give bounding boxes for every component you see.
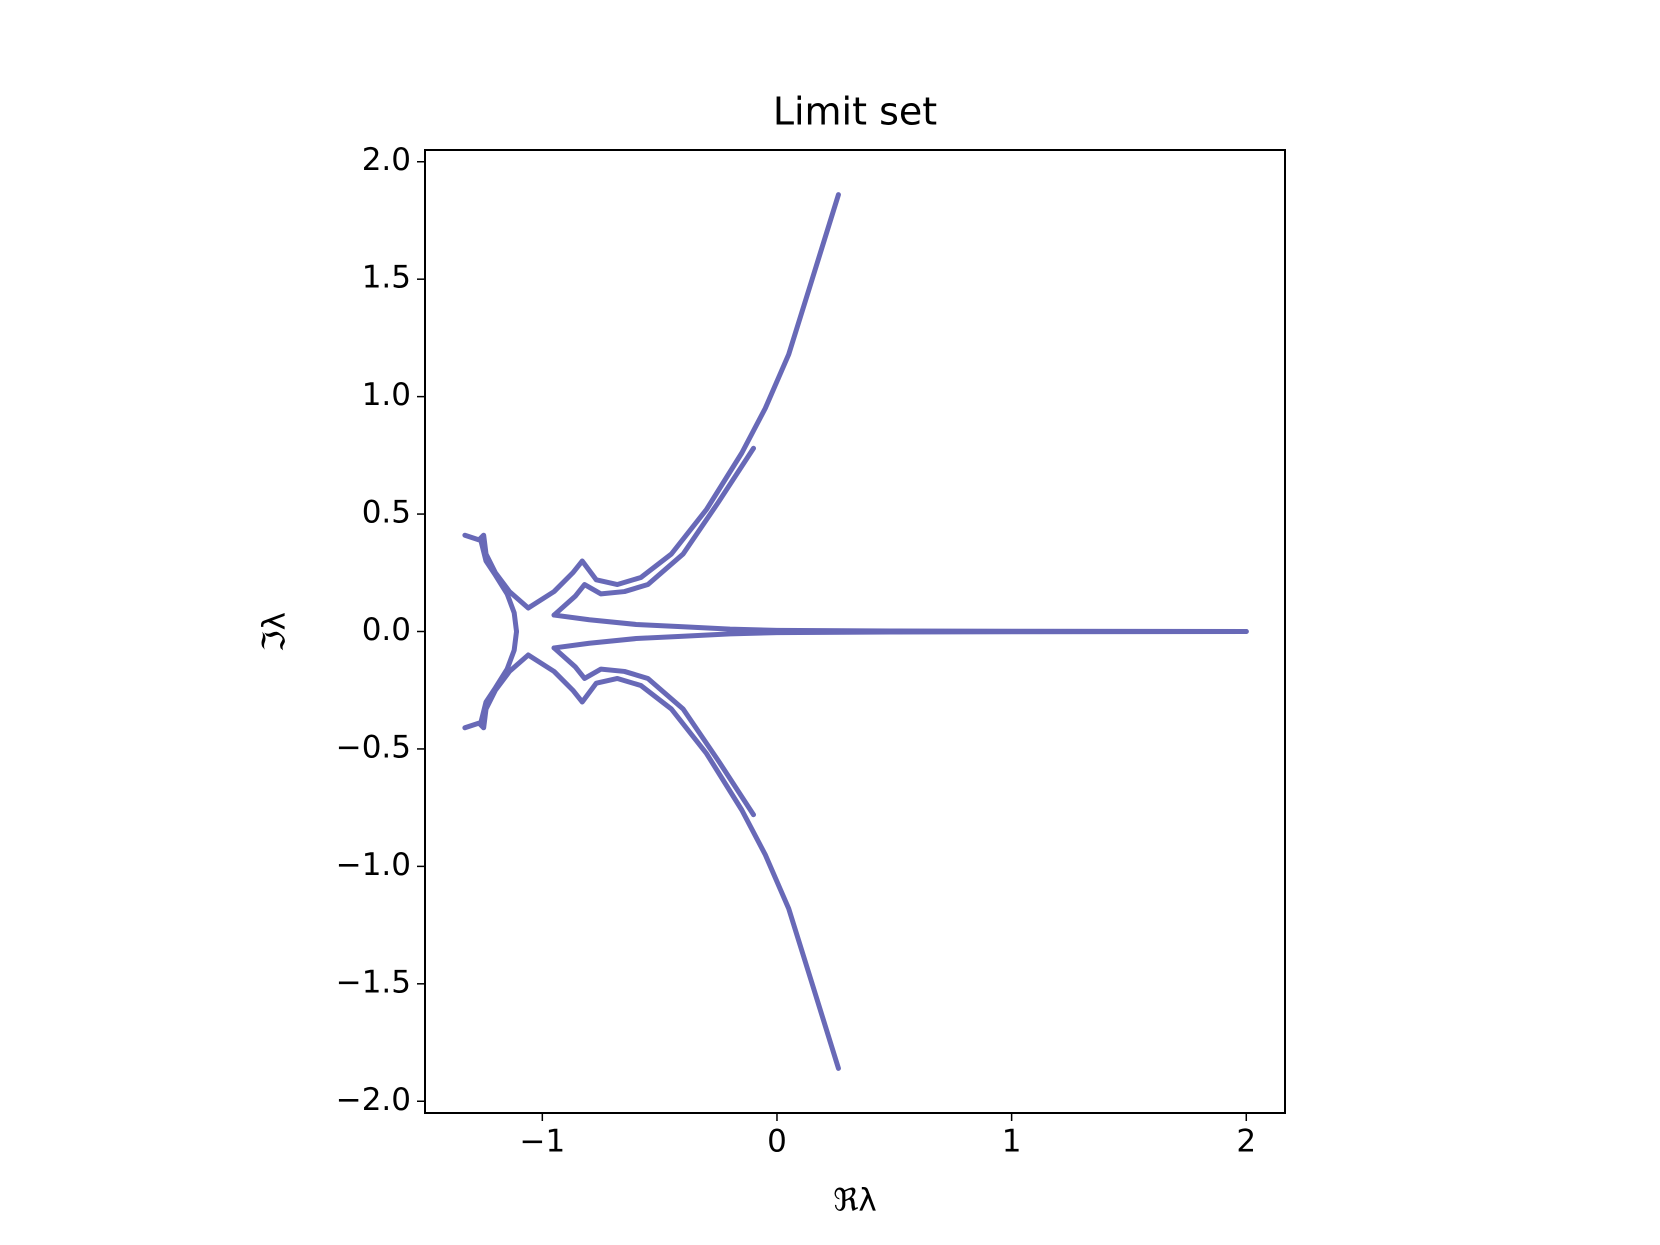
plot-frame bbox=[424, 149, 1286, 1114]
y-tick-label: 1.5 bbox=[362, 260, 411, 296]
y-tick-label: 1.0 bbox=[362, 377, 411, 413]
series-line bbox=[478, 539, 520, 634]
chart-title: Limit set bbox=[773, 90, 937, 134]
series-line bbox=[462, 192, 841, 611]
x-tick-label: −1 bbox=[519, 1124, 565, 1160]
y-tick-label: 2.0 bbox=[362, 142, 411, 178]
y-tick-label: 0.5 bbox=[362, 495, 411, 531]
series-line bbox=[478, 629, 520, 724]
series-line bbox=[551, 629, 1249, 651]
series-line bbox=[551, 445, 757, 618]
y-tick-label: −0.5 bbox=[336, 729, 411, 765]
y-axis-label: ℑλ bbox=[257, 612, 293, 652]
y-tick-label: −2.0 bbox=[336, 1082, 411, 1118]
x-tick-label: 1 bbox=[1002, 1124, 1022, 1160]
y-tick-label: −1.5 bbox=[336, 964, 411, 1000]
y-tick-label: −1.0 bbox=[336, 847, 411, 883]
series-line bbox=[551, 612, 1249, 634]
x-tick-label: 2 bbox=[1236, 1124, 1256, 1160]
series-line bbox=[551, 645, 757, 818]
y-tick-label: 0.0 bbox=[362, 612, 411, 648]
x-tick-label: 0 bbox=[767, 1124, 787, 1160]
x-axis-label: ℜλ bbox=[833, 1183, 877, 1219]
series-line bbox=[462, 652, 841, 1071]
